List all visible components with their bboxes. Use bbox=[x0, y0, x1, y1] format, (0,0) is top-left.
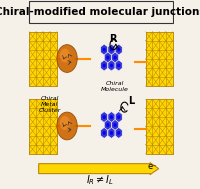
Circle shape bbox=[110, 64, 112, 67]
Circle shape bbox=[59, 49, 70, 63]
Circle shape bbox=[110, 48, 112, 51]
Circle shape bbox=[110, 132, 112, 134]
Text: Chiral
Molecule: Chiral Molecule bbox=[101, 81, 128, 92]
Circle shape bbox=[57, 45, 77, 72]
Circle shape bbox=[57, 112, 77, 140]
Circle shape bbox=[59, 116, 70, 130]
Circle shape bbox=[110, 116, 112, 118]
Text: L: L bbox=[128, 96, 134, 106]
Text: $I_R \neq I_L$: $I_R \neq I_L$ bbox=[86, 174, 114, 187]
Circle shape bbox=[117, 116, 119, 118]
Bar bbox=[29, 99, 57, 154]
Circle shape bbox=[103, 48, 105, 51]
Circle shape bbox=[106, 124, 108, 126]
Circle shape bbox=[117, 132, 119, 134]
Circle shape bbox=[103, 64, 105, 67]
Text: Chiral
Metal
Cluster: Chiral Metal Cluster bbox=[38, 96, 60, 113]
FancyBboxPatch shape bbox=[29, 1, 172, 23]
Circle shape bbox=[117, 48, 119, 51]
Circle shape bbox=[106, 56, 108, 59]
FancyArrow shape bbox=[38, 163, 158, 175]
Circle shape bbox=[117, 64, 119, 67]
Circle shape bbox=[114, 124, 115, 126]
Circle shape bbox=[103, 116, 105, 118]
Bar bbox=[145, 32, 172, 86]
Text: Chiral-modified molecular junctions: Chiral-modified molecular junctions bbox=[0, 7, 200, 17]
Bar bbox=[145, 99, 172, 154]
Circle shape bbox=[103, 132, 105, 134]
Bar bbox=[29, 32, 57, 86]
Text: R: R bbox=[109, 34, 116, 44]
Text: e⁻: e⁻ bbox=[147, 162, 157, 171]
Circle shape bbox=[114, 56, 115, 59]
